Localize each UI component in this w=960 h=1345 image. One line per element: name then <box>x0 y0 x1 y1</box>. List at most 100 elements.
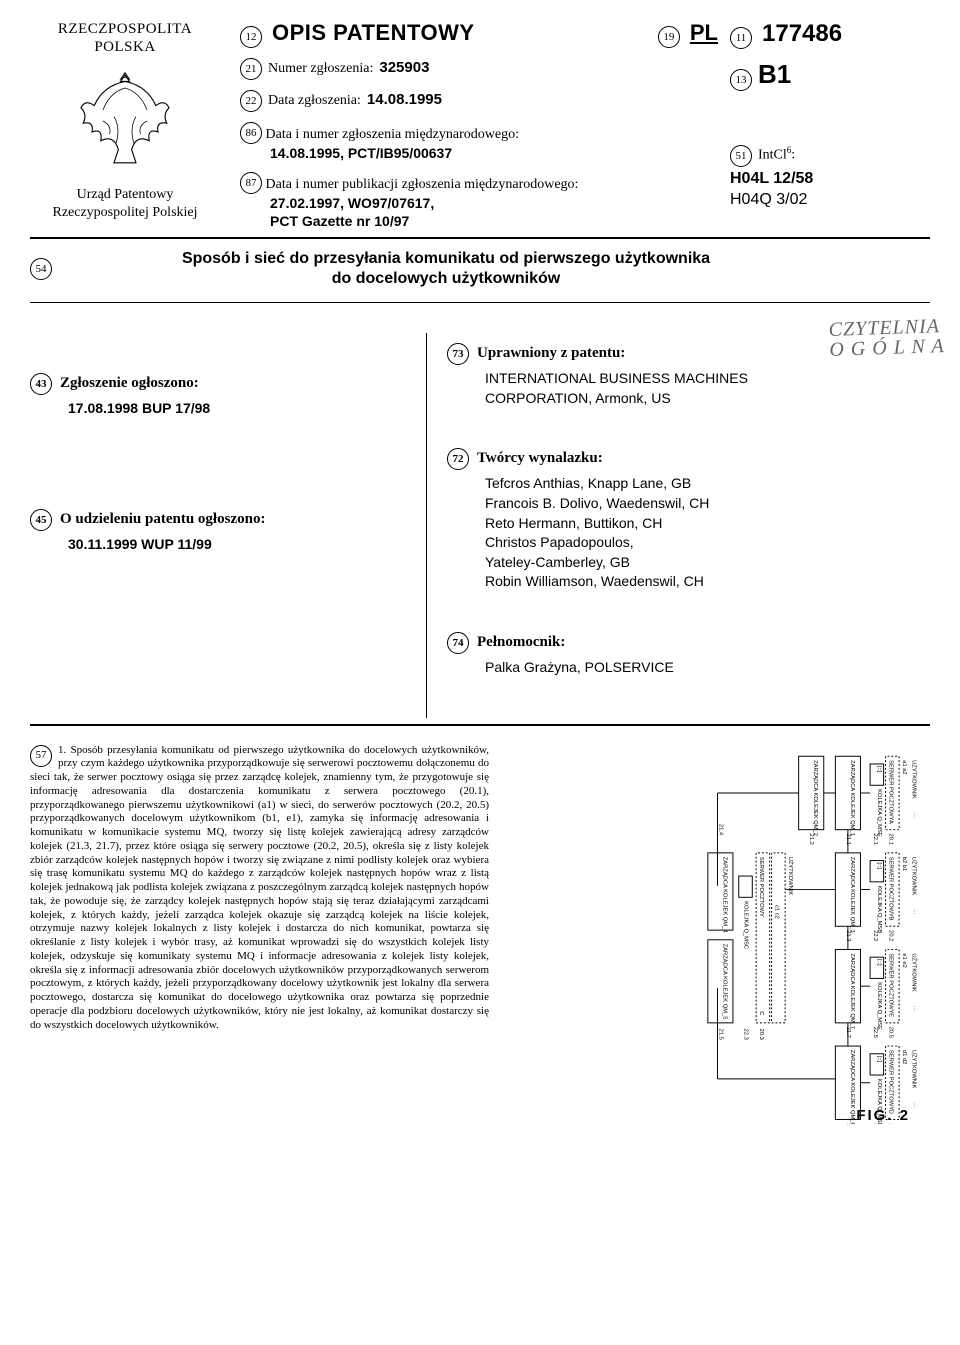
eagle-icon <box>70 66 180 176</box>
header-main-fields: 12 OPIS PATENTOWY 19 PL 21 Numer zgłosze… <box>232 20 718 231</box>
svg-text:SERWER POCZTOWY: SERWER POCZTOWY <box>887 953 893 1013</box>
doc-type-row: 12 OPIS PATENTOWY 19 PL <box>240 20 718 48</box>
abstract-section: 57 1. Sposób przesyłania komunikatu od p… <box>30 744 930 1124</box>
svg-text:[::]: [::] <box>876 862 882 869</box>
svg-text:20.5: 20.5 <box>887 1026 893 1037</box>
svg-text:···: ··· <box>911 1102 917 1108</box>
svg-text:20.3: 20.3 <box>758 1028 764 1039</box>
document-kind: B1 <box>758 59 791 90</box>
svg-text:KOLEJKA Q_MSB: KOLEJKA Q_MSB <box>876 885 882 933</box>
abstract: 57 1. Sposób przesyłania komunikatu od p… <box>30 744 489 1124</box>
svg-text:21.2: 21.2 <box>808 833 814 844</box>
svg-text:SERWER POCZTOWY: SERWER POCZTOWY <box>758 856 764 916</box>
svg-text:21.6: 21.6 <box>845 1123 851 1124</box>
representative: 74 Pełnomocnik: Palka Grażyna, POLSERVIC… <box>447 632 930 678</box>
svg-text:E: E <box>887 1013 893 1017</box>
svg-text:B: B <box>887 916 893 920</box>
svg-text:[::]: [::] <box>876 1055 882 1062</box>
svg-text:···: ··· <box>911 812 917 818</box>
svg-text:21.5: 21.5 <box>717 1028 723 1039</box>
intl-application-row: 86 Data i numer zgłoszenia międzynarodow… <box>240 122 718 162</box>
application-number: 325903 <box>379 59 429 76</box>
intl-publication-number: 27.02.1997, WO97/07617, PCT Gazette nr 1… <box>240 194 718 230</box>
application-number-row: 21 Numer zgłoszenia: 325903 <box>240 58 718 80</box>
bibliographic-data: 43 Zgłoszenie ogłoszono: 17.08.1998 BUP … <box>30 333 930 717</box>
inid-74: 74 <box>447 632 469 654</box>
grant-announced: 45 O udzieleniu patentu ogłoszono: 30.11… <box>30 509 406 555</box>
filing-date: 14.08.1995 <box>367 91 442 108</box>
inid-11: 11 <box>730 27 752 49</box>
inid-73: 73 <box>447 343 469 365</box>
svg-text:UŻYTKOWNIK: UŻYTKOWNIK <box>911 953 918 992</box>
svg-text:[::]: [::] <box>876 959 882 966</box>
divider <box>30 302 930 303</box>
svg-text:ZARZĄDCA KOLEJEK QM_5: ZARZĄDCA KOLEJEK QM_5 <box>721 943 727 1019</box>
filing-date-row: 22 Data zgłoszenia: 14.08.1995 <box>240 90 718 112</box>
inid-22: 22 <box>240 90 262 112</box>
svg-text:ZARZĄDCA KOLEJEK QM_1: ZARZĄDCA KOLEJEK QM_1 <box>849 760 855 836</box>
svg-text:d1 d2: d1 d2 <box>901 1049 907 1063</box>
svg-text:22.5: 22.5 <box>872 1026 878 1037</box>
svg-text:ZARZĄDCA KOLEJEK QM_7: ZARZĄDCA KOLEJEK QM_7 <box>849 953 855 1029</box>
inid-72: 72 <box>447 448 469 470</box>
inid-87: 87 <box>240 172 262 194</box>
country-name: RZECZPOSPOLITA POLSKA <box>30 20 220 56</box>
divider <box>30 237 930 239</box>
document-type: OPIS PATENTOWY <box>272 20 475 46</box>
svg-text:UŻYTKOWNIK: UŻYTKOWNIK <box>911 856 918 895</box>
svg-text:ZARZĄDCA KOLEJEK QM_2: ZARZĄDCA KOLEJEK QM_2 <box>812 760 818 836</box>
svg-text:UŻYTKOWNIK: UŻYTKOWNIK <box>911 760 918 799</box>
ipc-row: 51 IntCl6: <box>730 145 930 167</box>
svg-text:b2 b1: b2 b1 <box>901 856 907 870</box>
national-emblem <box>70 66 180 176</box>
svg-text:22.3: 22.3 <box>743 1028 749 1039</box>
svg-text:KOLEJKA Q_MSC: KOLEJKA Q_MSC <box>743 901 749 949</box>
drawing-figure: UŻYTKOWNIK ··· a1 a2 SERWER POCZTOWYA 20… <box>505 744 930 1124</box>
inid-12: 12 <box>240 26 262 48</box>
publication-announced: 43 Zgłoszenie ogłoszono: 17.08.1998 BUP … <box>30 373 406 419</box>
patent-header: RZECZPOSPOLITA POLSKA Urząd Patentowy Rz… <box>30 20 930 231</box>
svg-text:A: A <box>887 820 893 824</box>
svg-text:KOLEJKA Q_MSE: KOLEJKA Q_MSE <box>876 982 882 1030</box>
inid-51: 51 <box>730 145 752 167</box>
svg-text:C: C <box>758 1011 764 1015</box>
invention-title: Sposób i sieć do przesyłania komunikatu … <box>62 249 930 291</box>
inid-43: 43 <box>30 373 52 395</box>
svg-text:22.1: 22.1 <box>872 833 878 844</box>
country-code: PL <box>690 20 718 46</box>
inid-19: 19 <box>658 26 680 48</box>
library-stamp: CZYTELNIA O G Ó L N A <box>828 316 945 360</box>
title-row: 54 Sposób i sieć do przesyłania komunika… <box>30 249 930 291</box>
divider <box>30 724 930 726</box>
svg-text:ZARZĄDCA KOLEJEK QM_4: ZARZĄDCA KOLEJEK QM_4 <box>721 856 727 933</box>
intl-application-number: 14.08.1995, PCT/IB95/00637 <box>240 144 718 162</box>
ipc-classification: H04L 12/58 H04Q 3/02 <box>730 169 930 211</box>
svg-text:20.2: 20.2 <box>887 930 893 941</box>
svg-text:ZARZĄDCA KOLEJEK QM_6: ZARZĄDCA KOLEJEK QM_6 <box>849 1049 855 1123</box>
svg-text:21.4: 21.4 <box>717 823 723 835</box>
svg-text:···: ··· <box>911 908 917 914</box>
figure-2-svg: UŻYTKOWNIK ··· a1 a2 SERWER POCZTOWYA 20… <box>505 744 930 1124</box>
svg-text:SERWER POCZTOWY: SERWER POCZTOWY <box>887 760 893 820</box>
doc-kind-row: 13 B1 <box>730 59 930 91</box>
svg-text:20.1: 20.1 <box>887 833 893 844</box>
svg-text:e1 e2: e1 e2 <box>901 953 907 967</box>
header-right-fields: 11 177486 13 B1 51 IntCl6: H04L 12/58 H0… <box>730 20 930 231</box>
issuing-authority: RZECZPOSPOLITA POLSKA Urząd Patentowy Rz… <box>30 20 220 231</box>
svg-text:···: ··· <box>911 1005 917 1011</box>
svg-text:c1 c2: c1 c2 <box>773 905 779 919</box>
svg-text:ZARZĄDCA KOLEJEK QM_3: ZARZĄDCA KOLEJEK QM_3 <box>849 856 855 932</box>
inid-54: 54 <box>30 258 52 280</box>
patent-office-name: Urząd Patentowy Rzeczypospolitej Polskie… <box>30 186 220 222</box>
patent-number: 177486 <box>762 20 842 48</box>
svg-text:UŻYTKOWNIK: UŻYTKOWNIK <box>911 1049 918 1088</box>
inid-21: 21 <box>240 58 262 80</box>
abstract-text: 1. Sposób przesyłania komunikatu od pier… <box>30 744 489 1031</box>
patent-number-row: 11 177486 <box>730 20 930 49</box>
inid-13: 13 <box>730 69 752 91</box>
inid-45: 45 <box>30 509 52 531</box>
inventors: 72 Twórcy wynalazku: Tefcros Anthias, Kn… <box>447 448 930 592</box>
figure-label: FIG. 2 <box>856 1107 910 1124</box>
svg-text:22.2: 22.2 <box>872 930 878 941</box>
svg-text:SERWER POCZTOWY: SERWER POCZTOWY <box>887 856 893 916</box>
